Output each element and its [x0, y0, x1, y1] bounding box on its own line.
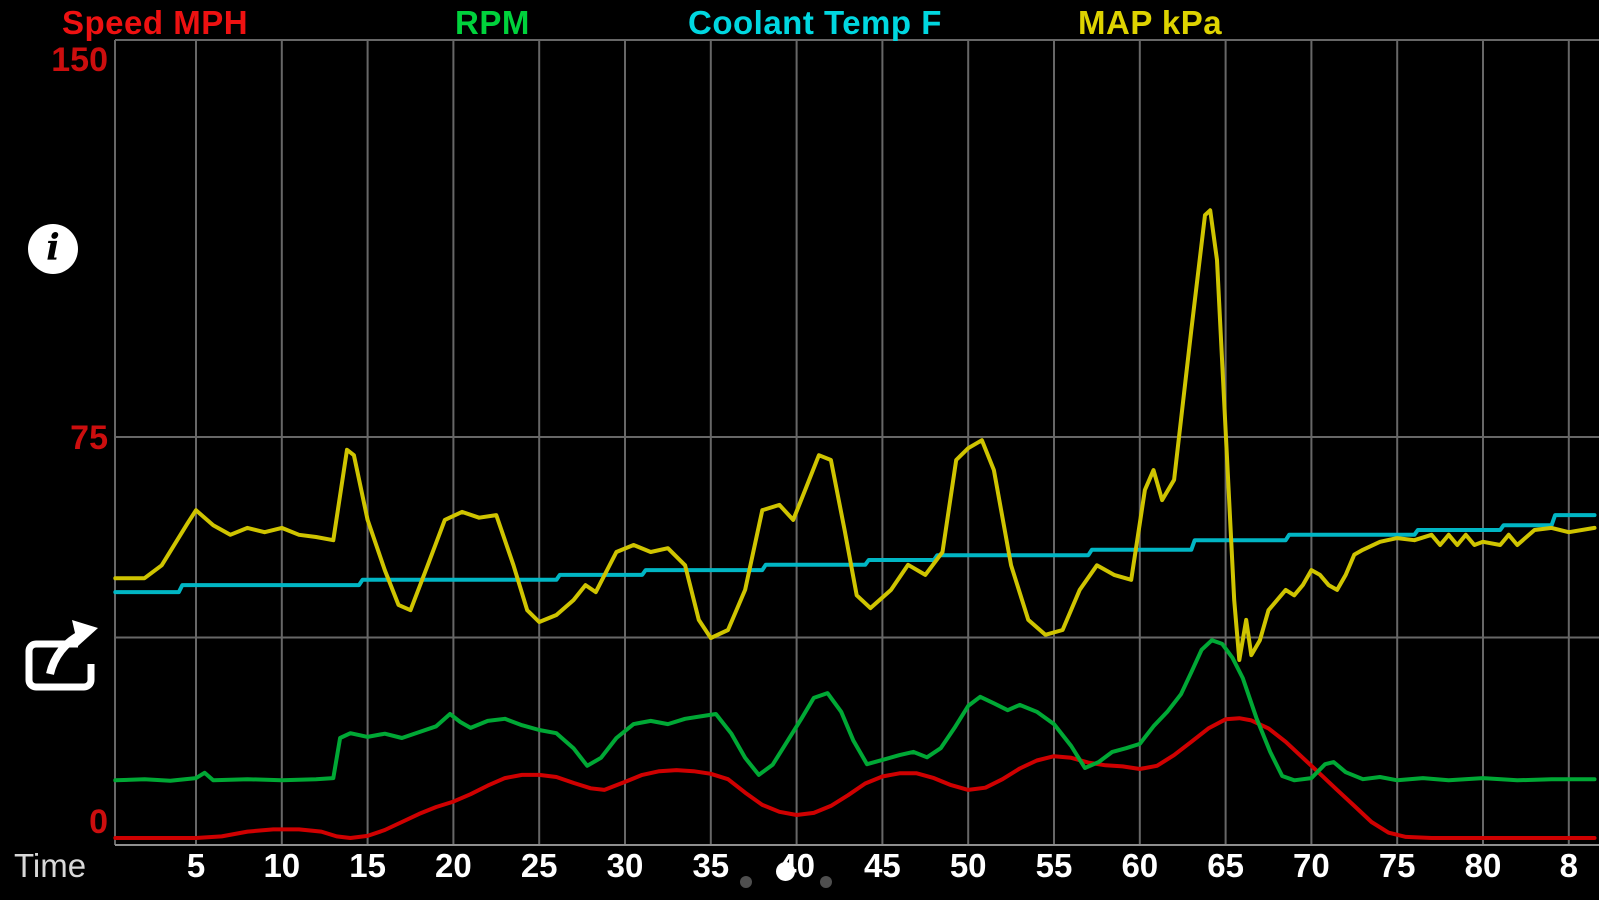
legend-item-2[interactable]: Coolant Temp F [688, 4, 942, 41]
x-tick-label: 8 [1559, 847, 1578, 884]
x-tick-label: 50 [949, 847, 987, 884]
legend-item-1[interactable]: RPM [455, 4, 530, 41]
x-tick-label: 75 [1378, 847, 1416, 884]
legend-item-3[interactable]: MAP kPa [1078, 4, 1223, 41]
page-dot[interactable] [820, 876, 832, 888]
y-tick-0: 0 [89, 803, 108, 841]
x-tick-label: 45 [864, 847, 901, 884]
x-tick-label: 25 [520, 847, 558, 884]
x-tick-label: 35 [692, 847, 730, 884]
x-tick-label: 65 [1207, 847, 1244, 884]
x-tick-label: 10 [263, 847, 301, 884]
y-tick-75: 75 [70, 419, 108, 457]
x-tick-label: 5 [186, 847, 206, 884]
x-tick-label: 55 [1035, 847, 1073, 884]
x-axis-title: Time [14, 847, 87, 884]
x-tick-label: 15 [349, 847, 386, 884]
page-indicator[interactable] [730, 858, 840, 892]
info-button[interactable]: i [28, 224, 78, 274]
x-tick-label: 20 [435, 847, 472, 884]
share-button[interactable] [22, 618, 106, 696]
legend-item-0[interactable]: Speed MPH [62, 4, 249, 41]
x-tick-label: 60 [1121, 847, 1159, 884]
y-tick-150: 150 [51, 41, 108, 79]
x-tick-label: 30 [606, 847, 644, 884]
x-tick-label: 70 [1293, 847, 1330, 884]
x-axis: Time 5 10 15 20 25 30 35 40 45 50 55 60 65 70 75 80 8 [0, 845, 1599, 900]
page-dot[interactable] [740, 876, 752, 888]
share-icon [25, 620, 98, 691]
page-dot-active[interactable] [776, 862, 795, 881]
x-tick-label: 80 [1464, 847, 1502, 884]
info-icon: i [46, 226, 60, 269]
